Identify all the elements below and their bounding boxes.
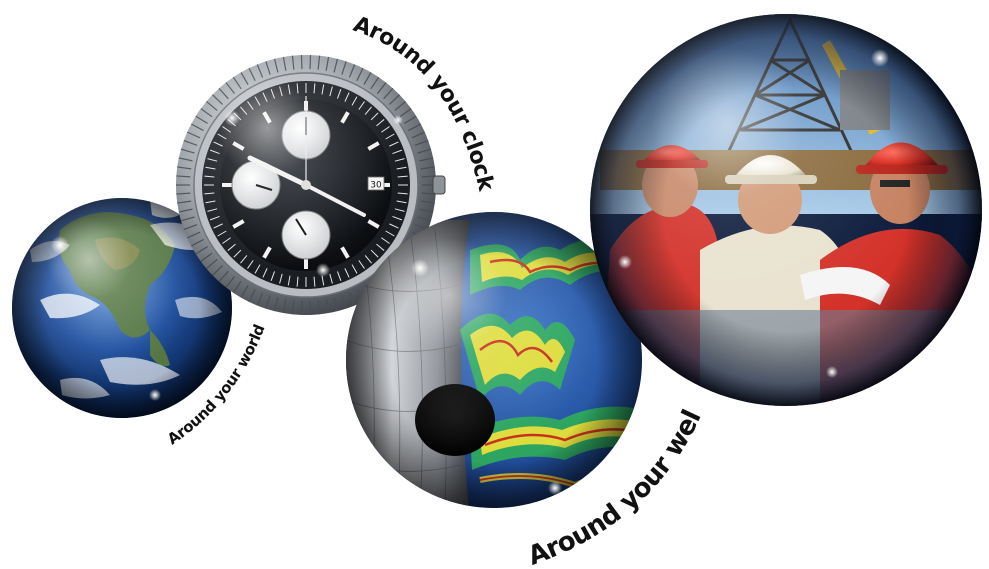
sparkle-icon bbox=[871, 49, 889, 67]
sparkle-icon bbox=[224, 110, 240, 126]
chronograph-watch-sphere: 30 bbox=[176, 55, 446, 315]
sparkle-icon bbox=[548, 481, 562, 495]
oil-rig-crew-sphere bbox=[590, 14, 982, 406]
sparkle-icon bbox=[316, 263, 330, 277]
sparkle-icon bbox=[618, 255, 632, 269]
wellbore-seismic-sphere bbox=[346, 212, 642, 508]
sparkle-icon bbox=[51, 236, 69, 254]
sparkle-icon bbox=[826, 366, 838, 378]
earth-globe-sphere bbox=[12, 198, 232, 418]
sparkle-icon bbox=[411, 259, 429, 277]
sparkle-icon bbox=[149, 389, 161, 401]
sparkle-icon bbox=[393, 115, 403, 125]
